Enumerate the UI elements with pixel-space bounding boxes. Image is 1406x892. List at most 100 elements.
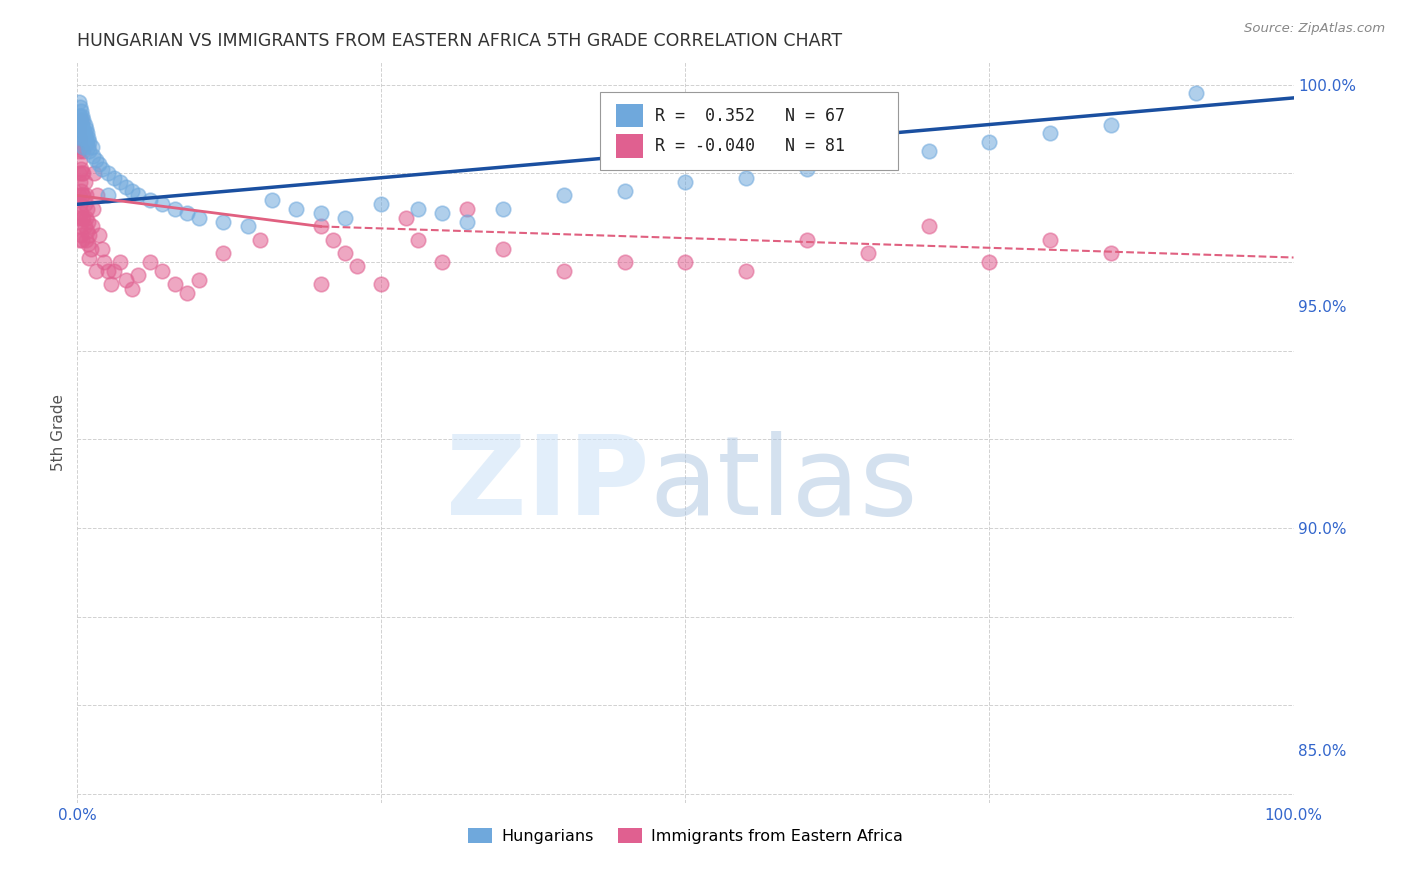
Point — [70, 166, 93, 180]
FancyBboxPatch shape — [600, 92, 898, 169]
Point — [249, 233, 271, 247]
Point — [103, 170, 125, 185]
Point — [675, 255, 697, 269]
Point — [553, 188, 575, 202]
Point — [70, 113, 93, 128]
Point — [73, 127, 96, 141]
Point — [90, 161, 112, 176]
Point — [69, 109, 91, 123]
Point — [492, 202, 515, 216]
Point — [70, 161, 93, 176]
Point — [69, 127, 91, 141]
Point — [69, 197, 91, 211]
Point — [613, 184, 636, 198]
Point — [80, 219, 103, 234]
Point — [97, 188, 120, 202]
Point — [370, 277, 392, 292]
Point — [72, 139, 94, 153]
Point — [67, 211, 90, 225]
Point — [456, 215, 478, 229]
Point — [79, 251, 101, 265]
Point — [613, 255, 636, 269]
Point — [70, 188, 93, 202]
Point — [75, 188, 97, 202]
Point — [70, 122, 93, 136]
Point — [1185, 87, 1208, 101]
Point — [370, 197, 392, 211]
Point — [72, 188, 94, 202]
Point — [152, 197, 174, 211]
Point — [212, 246, 235, 260]
Point — [979, 255, 1001, 269]
Point — [77, 215, 100, 229]
Point — [73, 175, 96, 189]
Point — [79, 144, 101, 158]
Point — [67, 122, 90, 136]
Point — [103, 264, 125, 278]
Point — [309, 219, 332, 234]
Point — [675, 175, 697, 189]
Point — [67, 188, 90, 202]
Point — [70, 113, 93, 128]
Point — [553, 264, 575, 278]
Point — [918, 144, 941, 158]
Point — [70, 130, 93, 145]
Point — [70, 228, 93, 243]
Point — [236, 219, 259, 234]
Point — [72, 211, 94, 225]
Point — [430, 206, 453, 220]
Point — [346, 260, 368, 274]
Point — [918, 219, 941, 234]
Point — [309, 206, 332, 220]
Point — [76, 127, 98, 141]
Point — [77, 139, 100, 153]
Point — [70, 233, 93, 247]
Text: Source: ZipAtlas.com: Source: ZipAtlas.com — [1244, 22, 1385, 36]
Point — [89, 157, 111, 171]
Point — [67, 233, 90, 247]
Point — [188, 273, 211, 287]
Point — [333, 211, 356, 225]
Point — [70, 211, 93, 225]
Point — [406, 233, 429, 247]
Point — [1099, 118, 1122, 132]
Point — [69, 219, 91, 234]
Point — [67, 118, 90, 132]
Point — [322, 233, 344, 247]
Point — [76, 135, 98, 149]
Point — [856, 246, 879, 260]
Point — [89, 228, 111, 243]
Point — [67, 95, 90, 110]
Point — [176, 285, 198, 300]
Point — [70, 206, 93, 220]
Point — [100, 277, 122, 292]
Point — [1039, 233, 1062, 247]
Point — [73, 219, 96, 234]
Bar — [616, 134, 643, 158]
Point — [333, 246, 356, 260]
Point — [90, 242, 112, 256]
Point — [188, 211, 211, 225]
Text: R =  0.352   N = 67: R = 0.352 N = 67 — [655, 107, 845, 125]
Point — [72, 166, 94, 180]
Point — [86, 188, 108, 202]
Point — [73, 118, 96, 132]
Point — [76, 224, 98, 238]
Point — [285, 202, 308, 216]
Point — [69, 130, 91, 145]
Point — [430, 255, 453, 269]
Point — [796, 233, 818, 247]
Point — [212, 215, 235, 229]
Point — [456, 202, 478, 216]
Point — [75, 233, 97, 247]
Point — [69, 175, 91, 189]
Point — [67, 166, 90, 180]
Text: R = -0.040   N = 81: R = -0.040 N = 81 — [655, 137, 845, 155]
Point — [82, 148, 104, 162]
Point — [77, 130, 100, 145]
Y-axis label: 5th Grade: 5th Grade — [51, 394, 66, 471]
Point — [72, 113, 94, 128]
Point — [72, 122, 94, 136]
Point — [127, 188, 149, 202]
Point — [1039, 127, 1062, 141]
